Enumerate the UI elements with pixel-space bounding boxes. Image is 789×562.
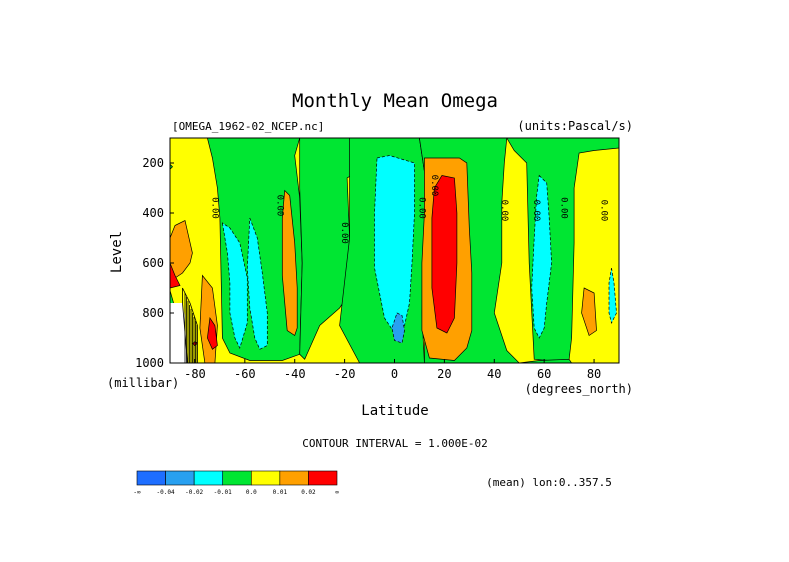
contour-region-10 (374, 155, 415, 334)
y-tick-label: 400 (142, 206, 164, 220)
colorbar-swatch (193, 470, 224, 486)
missing-data-fill (170, 303, 188, 363)
y-tick-label: 1000 (135, 356, 164, 370)
contour-value-label: 0.00 (274, 195, 284, 217)
y-axis-label: Level (109, 231, 125, 273)
contour-region-22 (431, 175, 458, 334)
contour-region-8 (221, 222, 248, 349)
colorbar-label: -0.04 (157, 489, 175, 496)
contour-region-1 (170, 163, 173, 170)
y-tick-label: 200 (142, 156, 164, 170)
contour-region-20 (207, 317, 218, 350)
x-tick-label: 60 (537, 367, 551, 381)
x-axis-label: Latitude (361, 403, 428, 419)
contour-region-13 (391, 312, 405, 344)
contour-value-label: 0.00 (209, 197, 219, 219)
colorbar-label: -0.02 (185, 489, 203, 496)
colorbar-label: 0.01 (273, 489, 288, 496)
colorbar-label: 0.0 (246, 489, 257, 496)
x-tick-label: -20 (334, 367, 356, 381)
contour-value-label: 0.00 (339, 222, 349, 244)
contour-regions (170, 138, 619, 363)
contour-value-label: 0.00 (559, 197, 569, 219)
x-axis-units: (degrees_north) (525, 382, 633, 396)
contour-region-16 (281, 189, 298, 337)
chart-title: Monthly Mean Omega (292, 90, 498, 112)
x-tick-label: 20 (437, 367, 451, 381)
contour-region-19 (170, 262, 181, 289)
contour-value-label: 0.00 (599, 200, 609, 222)
colorbar-label: -0.01 (214, 489, 232, 496)
missing-data-region (170, 287, 198, 363)
contour-value-label: 0.00 (429, 175, 439, 197)
colorbar-label: -∞ (133, 489, 141, 496)
colorbar-swatch (308, 470, 338, 486)
contour-region-9 (246, 217, 268, 350)
contour-region-7 (519, 358, 573, 363)
colorbar-swatch (250, 470, 281, 486)
plot-area: 0.00 0.000.000.000.000.00 0.00 0.00 0.00 (170, 138, 619, 363)
x-axis-ticks: -80 -60 -40 -20 0 20 40 60 80 (184, 359, 601, 381)
colorbar-swatch (136, 470, 166, 486)
dataset-label: [OMEGA_1962-02_NCEP.nc] (172, 120, 324, 133)
colorbar-swatch (222, 470, 252, 486)
y-axis-ticks: 200 400 600 800 1000 (135, 156, 174, 370)
y-axis-units: (millibar) (107, 376, 179, 390)
contour-labels: 0.00 0.000.000.000.000.00 0.00 0.00 0.00 (209, 175, 608, 244)
contour-region-14 (170, 219, 193, 279)
colorbar-swatch (279, 470, 309, 486)
y-tick-label: 600 (142, 256, 164, 270)
colorbar-label: 0.02 (301, 489, 316, 496)
units-label: (units:Pascal/s) (517, 119, 633, 133)
contour-value-label: 0.00 (531, 200, 541, 222)
mean-text: (mean) lon:0..357.5 (486, 476, 612, 489)
hatch-outline (182, 287, 198, 363)
x-tick-label: 0 (391, 367, 398, 381)
contour-region-12 (608, 267, 617, 325)
x-tick-label: 80 (587, 367, 601, 381)
contour-region-11 (531, 174, 552, 339)
contour-value-label: 0.00 (416, 197, 426, 219)
x-tick-label: 40 (487, 367, 501, 381)
contour-region-18 (581, 287, 597, 337)
contour-value-label: 0.00 (499, 200, 509, 222)
contour-interval-text: CONTOUR INTERVAL = 1.000E-02 (302, 437, 487, 450)
colorbar-swatch (165, 470, 195, 486)
x-tick-label: -80 (184, 367, 206, 381)
colorbar: -∞ -0.04 -0.02 -0.01 0.0 0.01 0.02 ∞ (133, 470, 339, 496)
y-tick-label: 800 (142, 306, 164, 320)
x-tick-label: -40 (284, 367, 306, 381)
x-tick-label: -60 (234, 367, 256, 381)
colorbar-label: ∞ (335, 489, 339, 496)
